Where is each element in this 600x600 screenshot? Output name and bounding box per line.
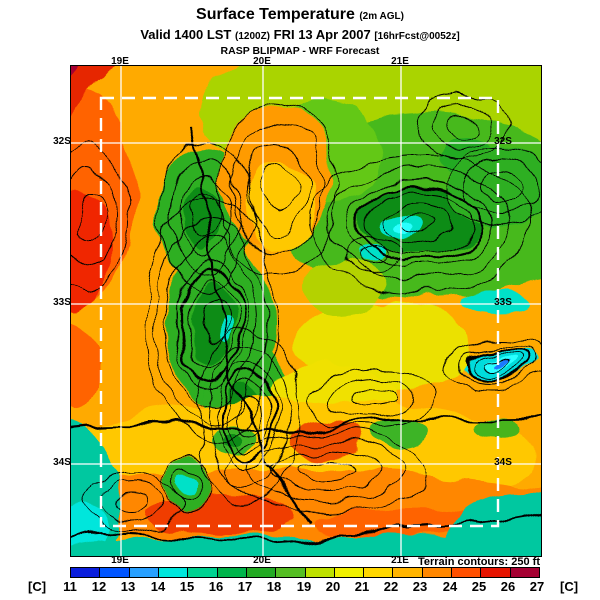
colorbar-tick: 22	[383, 579, 399, 594]
colorbar-segment	[304, 568, 334, 577]
axis-tick-bottom-20e: 20E	[253, 555, 271, 566]
temperature-field	[71, 66, 541, 556]
colorbar-segment	[509, 568, 539, 577]
contour-lines-major	[71, 125, 541, 540]
colorbar-segment	[275, 568, 305, 577]
axis-tick-top-19e: 19E	[111, 56, 129, 67]
title-block: Surface Temperature (2m AGL) Valid 1400 …	[0, 6, 600, 57]
colorbar-segment	[480, 568, 510, 577]
colorbar-tick: 16	[208, 579, 224, 594]
axis-tick-right-32s: 32S	[494, 136, 512, 147]
colorbar-segment	[392, 568, 422, 577]
contour-lines	[71, 96, 541, 532]
colorbar-tick: 27	[529, 579, 545, 594]
valid-prefix: Valid 1400 LST	[140, 27, 232, 42]
colorbar-tick: 24	[442, 579, 458, 594]
colorbar-unit-right: [C]	[560, 579, 579, 594]
colorbar-tick: 15	[179, 579, 195, 594]
axis-tick-top-21e: 21E	[391, 56, 409, 67]
valid-zulu: (1200Z)	[235, 31, 271, 42]
axis-tick-right-34s: 34S	[494, 457, 512, 468]
axis-tick-top-20e: 20E	[253, 56, 271, 67]
colorbar-tick: 17	[237, 579, 253, 594]
colorbar-tick: 19	[296, 579, 312, 594]
colorbar-segment	[421, 568, 452, 577]
axis-tick-right-33s: 33S	[494, 297, 512, 308]
colorbar-segment	[333, 568, 364, 577]
terrain-contours-note: Terrain contours: 250 ft	[417, 556, 540, 568]
colorbar-tick: 20	[325, 579, 341, 594]
colorbar-tick: 21	[354, 579, 370, 594]
axis-tick-left-34s: 34S	[53, 457, 71, 468]
colorbar-segment	[187, 568, 217, 577]
colorbar-segment	[99, 568, 129, 577]
colorbar-unit-left: [C]	[28, 579, 47, 594]
axis-tick-left-33s: 33S	[53, 297, 71, 308]
colorbar-tick: 23	[412, 579, 428, 594]
map-svg	[71, 66, 541, 556]
colorbar-segment	[216, 568, 246, 577]
latlon-grid	[71, 66, 541, 556]
axis-tick-bottom-21e: 21E	[391, 555, 409, 566]
temperature-colorbar	[70, 567, 540, 578]
colorbar-tick: 25	[471, 579, 487, 594]
temperature-map	[70, 65, 542, 557]
colorbar-tick: 13	[120, 579, 136, 594]
colorbar-tick: 18	[266, 579, 282, 594]
title-main: Surface Temperature	[196, 6, 355, 23]
forecast-info: [16hrFcst@0052z]	[374, 31, 460, 42]
model-source: RASP BLIPMAP - WRF Forecast	[220, 45, 380, 57]
model-domain-boundary	[99, 96, 500, 528]
valid-date: FRI 13 Apr 2007	[273, 27, 371, 42]
colorbar-segment	[451, 568, 481, 577]
colorbar-tick: 11	[63, 579, 77, 594]
colorbar-segment	[71, 568, 100, 577]
colorbar-segment	[128, 568, 158, 577]
title-level: (2m AGL)	[359, 11, 404, 22]
colorbar-tick: 12	[91, 579, 107, 594]
valid-time-line: Valid 1400 LST (1200Z) FRI 13 Apr 2007 […	[0, 27, 600, 44]
colorbar-tick: 14	[150, 579, 166, 594]
axis-tick-bottom-19e: 19E	[111, 555, 129, 566]
colorbar-segment	[245, 568, 276, 577]
colorbar-segment	[157, 568, 188, 577]
colorbar-tick: 26	[500, 579, 516, 594]
colorbar-segment	[363, 568, 393, 577]
page-title: Surface Temperature (2m AGL)	[0, 6, 600, 26]
axis-tick-left-32s: 32S	[53, 136, 71, 147]
